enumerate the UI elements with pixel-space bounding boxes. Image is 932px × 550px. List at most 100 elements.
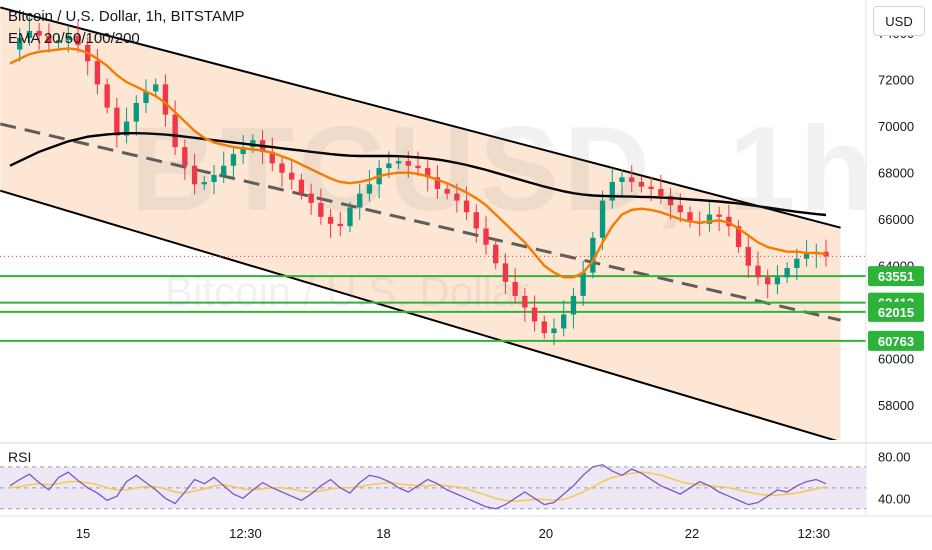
candle[interactable] <box>172 100 178 156</box>
channel-upper-line[interactable] <box>0 6 841 229</box>
candle[interactable] <box>133 95 139 136</box>
candle[interactable] <box>687 206 693 228</box>
price-level-labels: 63551624136201560763 <box>868 266 924 351</box>
currency-button[interactable]: USD <box>873 6 925 36</box>
candle-body <box>706 214 713 224</box>
candle[interactable] <box>531 295 538 332</box>
candle[interactable] <box>629 165 635 192</box>
candle[interactable] <box>570 287 577 329</box>
channel-midline[interactable] <box>0 122 841 322</box>
candle[interactable] <box>366 170 373 202</box>
candle[interactable] <box>298 173 305 200</box>
candle-body <box>46 35 52 43</box>
rsi-legend[interactable]: RSI <box>8 449 32 465</box>
candle[interactable] <box>784 262 790 284</box>
price-axis[interactable]: 7400072000700006800066000640006200060000… <box>878 26 914 413</box>
symbol-watermark: BTCUSD, 1h <box>130 102 877 236</box>
candle-body <box>502 263 509 282</box>
candle[interactable] <box>638 176 645 193</box>
candle[interactable] <box>735 220 742 253</box>
candle[interactable] <box>230 146 237 180</box>
candle[interactable] <box>599 190 606 250</box>
candle[interactable] <box>590 231 596 279</box>
candle[interactable] <box>561 300 567 337</box>
candle-body <box>308 193 314 203</box>
candle[interactable] <box>191 153 198 195</box>
candle[interactable] <box>473 204 479 243</box>
time-axis[interactable]: 15 12:30 18 20 22 12:30 <box>0 515 932 541</box>
price-panel[interactable] <box>0 6 866 442</box>
candle-body <box>541 321 547 334</box>
candle[interactable] <box>522 287 528 322</box>
candle[interactable] <box>716 206 722 232</box>
candle-body <box>162 84 169 115</box>
candle[interactable] <box>17 27 23 62</box>
candle[interactable] <box>551 318 557 346</box>
candle[interactable] <box>308 183 314 216</box>
candle[interactable] <box>269 137 275 172</box>
candle[interactable] <box>75 21 81 53</box>
candle[interactable] <box>211 165 217 195</box>
candle[interactable] <box>162 74 169 127</box>
indicator-legend[interactable]: EMA 20/50/100/200 <box>8 30 140 47</box>
candle[interactable] <box>201 176 207 191</box>
candle[interactable] <box>327 208 334 239</box>
candle[interactable] <box>357 183 363 220</box>
ema-orange-line[interactable] <box>9 47 827 279</box>
candle[interactable] <box>765 269 771 299</box>
chart-title[interactable]: Bitcoin / U.S. Dollar, 1h, BITSTAMP <box>8 8 245 25</box>
candle[interactable] <box>580 260 586 306</box>
candle[interactable] <box>114 97 120 148</box>
channel-fill <box>0 7 841 440</box>
candle[interactable] <box>395 155 402 170</box>
price-level-value: 60763 <box>878 334 914 349</box>
candle[interactable] <box>794 248 800 281</box>
candle[interactable] <box>153 78 159 98</box>
candle[interactable] <box>609 167 615 209</box>
candle[interactable] <box>318 188 324 225</box>
candle-body <box>551 328 557 334</box>
candle-body <box>425 168 431 178</box>
price-tick-label: 70000 <box>878 119 914 134</box>
candle[interactable] <box>182 139 188 180</box>
candle[interactable] <box>55 34 62 49</box>
candle[interactable] <box>104 78 110 114</box>
candle[interactable] <box>123 107 130 144</box>
candle[interactable] <box>221 151 227 183</box>
price-level-value: 63551 <box>878 269 914 284</box>
candle-body <box>599 200 606 238</box>
candle[interactable] <box>658 174 664 204</box>
candle[interactable] <box>502 253 509 295</box>
candle[interactable] <box>434 165 441 199</box>
candle-body <box>182 147 188 166</box>
ema-black-line[interactable] <box>9 131 827 217</box>
candle-body <box>191 165 198 185</box>
candle[interactable] <box>289 160 295 190</box>
candle[interactable] <box>483 216 489 255</box>
price-level-badge: 63551 <box>868 266 924 287</box>
rsi-panel[interactable] <box>0 464 866 510</box>
candle[interactable] <box>279 155 285 187</box>
candle[interactable] <box>444 183 450 200</box>
candle[interactable] <box>512 267 518 304</box>
candle[interactable] <box>143 79 149 113</box>
candle[interactable] <box>240 135 246 165</box>
candle-body <box>386 163 392 169</box>
candle[interactable] <box>774 265 781 295</box>
candle[interactable] <box>619 169 625 197</box>
channel-lower-line[interactable] <box>0 189 840 442</box>
candle[interactable] <box>493 238 499 270</box>
rsi-line[interactable] <box>9 464 827 510</box>
candle[interactable] <box>755 251 761 286</box>
candle[interactable] <box>36 23 42 50</box>
candle[interactable] <box>337 211 343 237</box>
candle[interactable] <box>94 49 101 95</box>
candle[interactable] <box>706 200 713 232</box>
candle-body <box>366 184 373 194</box>
candle[interactable] <box>415 151 421 176</box>
candle[interactable] <box>667 188 674 220</box>
candle[interactable] <box>347 201 353 232</box>
candle[interactable] <box>541 315 547 339</box>
candle[interactable] <box>26 16 33 46</box>
candle[interactable] <box>46 23 52 53</box>
